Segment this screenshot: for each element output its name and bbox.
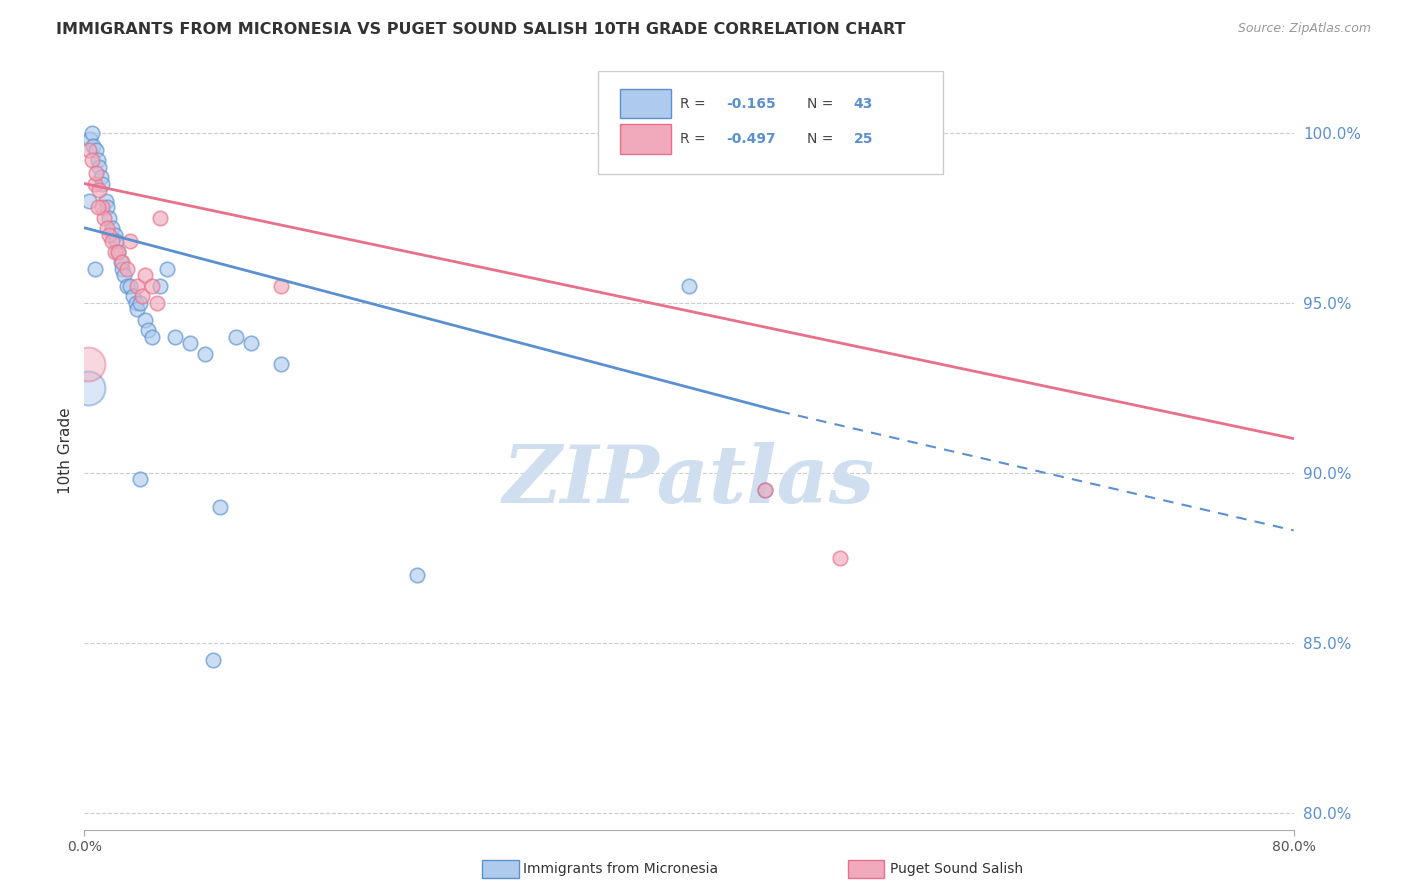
Point: [96, 220, 118, 235]
Point: [111, 261, 134, 276]
Point: [80, 126, 103, 140]
Point: [149, 278, 172, 293]
Point: [94, 194, 117, 208]
Point: [201, 652, 224, 666]
Text: -0.497: -0.497: [727, 132, 776, 145]
Point: [86, 143, 108, 157]
Point: [82, 139, 104, 153]
Point: [146, 295, 169, 310]
Point: [89, 160, 111, 174]
Point: [165, 329, 187, 343]
Point: [110, 254, 132, 268]
Point: [141, 329, 163, 343]
Point: [97, 227, 120, 242]
Point: [91, 200, 114, 214]
Text: 25: 25: [853, 132, 873, 145]
Point: [77, 357, 100, 371]
Point: [87, 200, 110, 214]
Point: [97, 211, 120, 225]
Point: [270, 357, 292, 371]
Point: [115, 278, 138, 293]
Point: [121, 289, 143, 303]
Y-axis label: 10th Grade: 10th Grade: [58, 407, 73, 494]
Point: [104, 227, 127, 242]
Text: -0.165: -0.165: [727, 96, 776, 111]
Point: [93, 211, 115, 225]
Point: [80, 153, 103, 167]
Point: [129, 472, 152, 486]
Point: [112, 268, 135, 283]
Point: [131, 289, 153, 303]
Point: [77, 194, 100, 208]
Text: N =: N =: [807, 96, 838, 111]
Point: [107, 244, 129, 259]
Point: [84, 261, 107, 276]
Point: [105, 235, 128, 249]
Point: [129, 295, 152, 310]
Point: [209, 500, 232, 514]
Point: [830, 550, 852, 565]
Text: R =: R =: [681, 96, 710, 111]
Point: [86, 166, 108, 180]
Point: [107, 244, 129, 259]
Point: [141, 278, 163, 293]
Point: [225, 329, 247, 343]
Point: [179, 336, 201, 351]
Point: [270, 278, 292, 293]
FancyBboxPatch shape: [620, 89, 671, 119]
Point: [134, 312, 156, 326]
Point: [100, 220, 122, 235]
Point: [754, 483, 776, 497]
Point: [136, 323, 159, 337]
Point: [84, 177, 107, 191]
Point: [96, 200, 118, 214]
Point: [127, 302, 149, 317]
Point: [678, 278, 700, 293]
Text: ZIPatlas: ZIPatlas: [503, 442, 875, 519]
Point: [79, 132, 101, 146]
Point: [118, 235, 141, 249]
Point: [754, 483, 776, 497]
Point: [89, 183, 111, 197]
Text: IMMIGRANTS FROM MICRONESIA VS PUGET SOUND SALISH 10TH GRADE CORRELATION CHART: IMMIGRANTS FROM MICRONESIA VS PUGET SOUN…: [56, 22, 905, 37]
Text: Immigrants from Micronesia: Immigrants from Micronesia: [523, 862, 718, 876]
Point: [115, 261, 138, 276]
Point: [194, 346, 217, 360]
Text: R =: R =: [681, 132, 710, 145]
Point: [90, 169, 112, 184]
Text: N =: N =: [807, 132, 838, 145]
FancyBboxPatch shape: [599, 71, 943, 174]
Point: [77, 380, 100, 394]
Point: [111, 254, 134, 268]
Point: [77, 143, 100, 157]
Point: [100, 235, 122, 249]
Point: [118, 278, 141, 293]
Point: [125, 295, 148, 310]
Point: [134, 268, 156, 283]
Point: [149, 211, 172, 225]
Text: Source: ZipAtlas.com: Source: ZipAtlas.com: [1237, 22, 1371, 36]
Point: [104, 244, 127, 259]
Point: [127, 278, 149, 293]
Point: [239, 336, 262, 351]
Text: Puget Sound Salish: Puget Sound Salish: [890, 862, 1024, 876]
Point: [87, 153, 110, 167]
FancyBboxPatch shape: [620, 124, 671, 154]
Point: [156, 261, 179, 276]
Text: 43: 43: [853, 96, 873, 111]
Point: [91, 177, 114, 191]
Point: [406, 567, 429, 582]
